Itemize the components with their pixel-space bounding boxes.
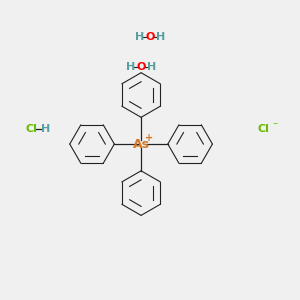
Text: +: + <box>145 133 154 142</box>
Text: H: H <box>135 32 144 42</box>
Text: O: O <box>145 32 155 42</box>
Text: H: H <box>156 32 165 42</box>
Text: Cl: Cl <box>257 124 269 134</box>
Text: O: O <box>136 62 146 72</box>
Text: Cl: Cl <box>25 124 37 134</box>
Text: As: As <box>133 138 150 151</box>
Text: H: H <box>41 124 51 134</box>
Text: H: H <box>147 62 156 72</box>
Text: ⁻: ⁻ <box>272 121 278 130</box>
Text: H: H <box>126 62 135 72</box>
